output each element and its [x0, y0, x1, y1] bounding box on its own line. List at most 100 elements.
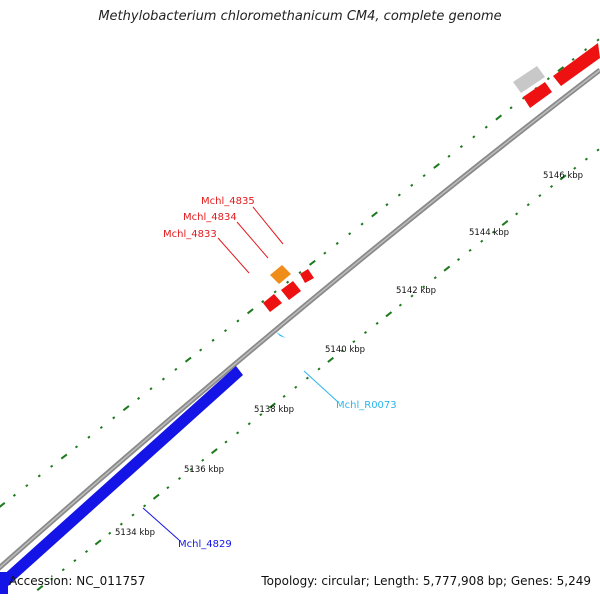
inner-ring-minor-tick — [456, 257, 461, 262]
outer-ring-minor-tick — [335, 241, 339, 245]
outer-ring-major-tick — [309, 259, 316, 266]
inner-ring-minor-tick — [375, 321, 379, 325]
outer-ring-minor-tick — [37, 474, 41, 478]
gene-red-top-right[interactable] — [553, 43, 600, 86]
outer-ring-minor-tick — [509, 106, 513, 110]
gene-label-4834[interactable]: Mchl_4834 — [183, 212, 237, 223]
outer-ring-minor-tick — [286, 280, 290, 284]
genome-summary-text: Topology: circular; Length: 5,777,908 bp… — [261, 574, 591, 588]
outer-ring-minor-tick — [385, 203, 389, 207]
rna-label-r0073[interactable]: Mchl_R0073 — [336, 400, 397, 411]
inner-ring-major-tick — [443, 265, 451, 272]
inner-ring-major-tick — [94, 539, 102, 546]
inner-ring-minor-tick — [84, 549, 89, 554]
outer-ring-minor-tick — [273, 290, 277, 294]
gene-mchl-4834[interactable] — [281, 281, 301, 300]
outer-ring-minor-tick — [50, 464, 54, 468]
inner-ring-minor-tick — [422, 285, 426, 289]
outer-ring-minor-tick — [410, 183, 414, 187]
inner-ring-minor-tick — [305, 376, 309, 380]
outer-ring-minor-tick — [12, 493, 16, 497]
inner-ring-major-tick — [385, 311, 393, 318]
outer-ring-major-tick — [433, 162, 440, 169]
callout-line-r0073 — [303, 370, 339, 403]
scale-label-5142: 5142 kbp — [396, 286, 436, 296]
accession-text: Accession: NC_011757 — [9, 574, 146, 588]
outer-ring-minor-tick — [112, 416, 116, 420]
outer-ring-major-tick — [557, 66, 565, 73]
inner-ring-minor-tick — [166, 486, 170, 490]
inner-ring-minor-tick — [247, 422, 251, 426]
outer-ring-minor-tick — [360, 222, 364, 226]
inner-ring-minor-tick — [363, 330, 368, 335]
inner-ring-minor-tick — [352, 340, 356, 344]
gene-mchl-4835-highlight[interactable] — [270, 265, 291, 284]
outer-ring-major-tick — [495, 114, 503, 121]
outer-ring-minor-tick — [161, 377, 165, 381]
inner-ring-minor-tick — [410, 294, 414, 298]
inner-ring-minor-tick — [596, 148, 600, 152]
inner-ring-minor-tick — [61, 568, 65, 572]
outer-ring-minor-tick — [261, 300, 265, 304]
inner-ring-minor-tick — [189, 467, 193, 471]
outer-ring-minor-tick — [87, 435, 91, 439]
inner-ring-minor-tick — [119, 522, 123, 526]
outer-ring-minor-tick — [223, 329, 228, 333]
outer-ring-major-tick — [0, 502, 6, 508]
outer-ring-major-tick — [371, 211, 378, 218]
inner-ring-minor-tick — [50, 577, 54, 581]
gene-grey-top[interactable] — [513, 66, 545, 93]
outer-ring-minor-tick — [546, 77, 550, 81]
outer-ring-major-tick — [60, 453, 68, 460]
scale-label-5134: 5134 kbp — [115, 528, 155, 538]
callout-line-4829 — [142, 507, 180, 541]
inner-ring-minor-tick — [538, 194, 542, 198]
map-title: Methylobacterium chloromethanicum CM4, c… — [98, 9, 502, 24]
gene-mchl-4833[interactable] — [263, 294, 282, 312]
outer-ring-minor-tick — [422, 174, 426, 178]
outer-ring-minor-tick — [323, 251, 327, 255]
gene-label-4835[interactable]: Mchl_4835 — [201, 196, 255, 207]
gene-label-4829[interactable]: Mchl_4829 — [178, 539, 232, 550]
outer-ring-minor-tick — [199, 348, 203, 352]
inner-ring-minor-tick — [282, 394, 286, 398]
gene-label-4833[interactable]: Mchl_4833 — [163, 229, 217, 240]
inner-ring-minor-tick — [433, 276, 437, 280]
outer-ring-minor-tick — [584, 48, 588, 52]
scale-label-5140: 5140 kbp — [325, 345, 365, 355]
rna-mchl-r0073[interactable] — [276, 332, 286, 338]
inner-ring-major-tick — [36, 585, 44, 591]
inner-ring-minor-tick — [317, 367, 321, 371]
inner-ring-minor-tick — [143, 504, 147, 508]
gene-mchl-4835[interactable] — [300, 269, 314, 283]
scale-label-5146: 5146 kbp — [543, 171, 583, 181]
inner-ring-minor-tick — [340, 349, 344, 353]
inner-ring-minor-tick — [108, 531, 112, 535]
inner-ring-minor-tick — [224, 440, 228, 444]
outer-ring-minor-tick — [348, 232, 352, 236]
outer-ring-major-tick — [122, 405, 130, 412]
gene-red-top-left[interactable] — [523, 82, 552, 108]
outer-ring-minor-tick — [137, 396, 141, 400]
inner-ring-minor-tick — [398, 303, 402, 307]
outer-ring-minor-tick — [472, 135, 476, 139]
inner-ring-major-tick — [501, 220, 509, 226]
inner-ring-minor-tick — [491, 230, 495, 234]
outer-ring-major-tick — [246, 308, 254, 315]
outer-ring-minor-tick — [174, 367, 178, 371]
callout-line-4833 — [217, 237, 250, 274]
outer-ring-minor-tick — [149, 387, 153, 391]
inner-ring-minor-tick — [468, 248, 472, 252]
outer-ring-minor-tick — [25, 484, 29, 488]
gene-mchl-4829[interactable] — [0, 366, 243, 587]
outer-ring-minor-tick — [484, 125, 488, 129]
inner-ring-minor-tick — [73, 559, 77, 563]
outer-ring-minor-tick — [459, 145, 463, 149]
inner-ring-minor-tick — [259, 413, 263, 417]
outer-tick-ring — [0, 38, 600, 508]
inner-ring-minor-tick — [201, 458, 205, 462]
inner-ring-minor-tick — [294, 385, 298, 389]
callout-line-4834 — [236, 221, 269, 259]
